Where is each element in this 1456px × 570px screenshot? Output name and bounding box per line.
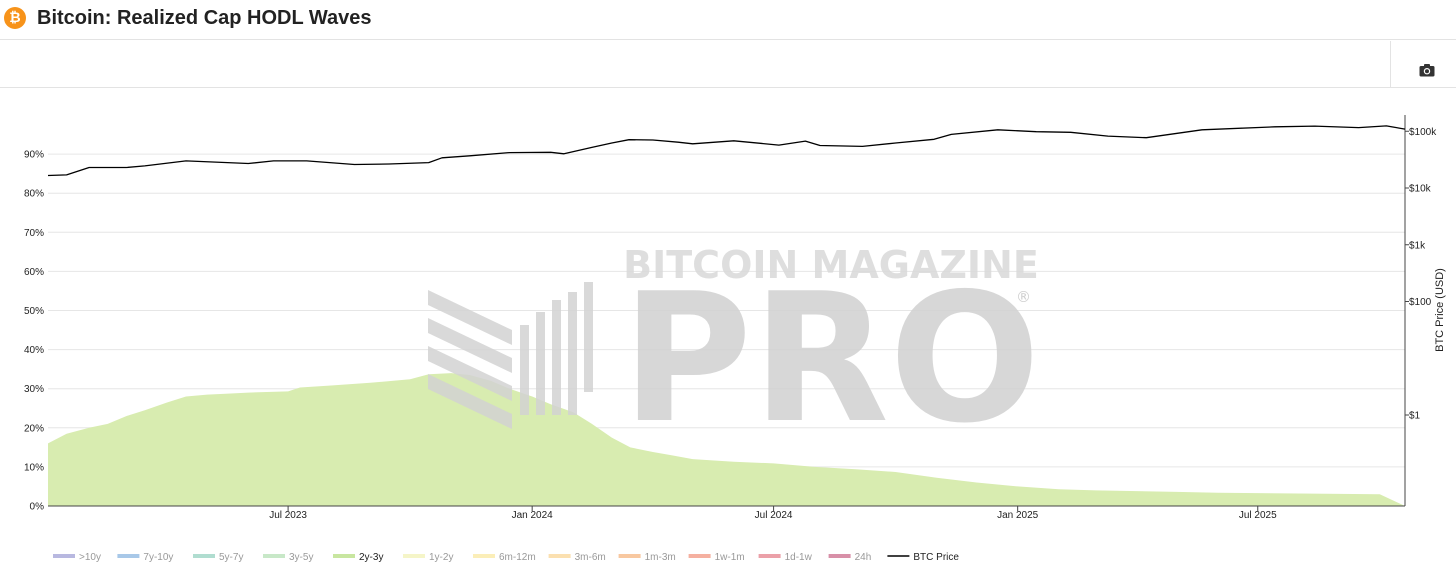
area-layer xyxy=(48,373,1405,506)
legend-label: BTC Price xyxy=(913,552,959,563)
y-tick-label: 30% xyxy=(24,384,44,395)
legend-swatch xyxy=(473,554,495,558)
legend-label: 24h xyxy=(855,552,872,563)
camera-icon[interactable] xyxy=(1419,63,1435,77)
y-right-axis-title: BTC Price (USD) xyxy=(1434,268,1446,352)
legend-swatch xyxy=(548,554,571,558)
y-tick-label: 40% xyxy=(24,345,44,356)
legend-label: 2y-3y xyxy=(359,552,383,563)
line-layer xyxy=(47,125,1406,177)
x-tick-label: Jul 2023 xyxy=(269,510,307,521)
watermark-pro-text: PRO xyxy=(622,255,1041,462)
legend-item[interactable]: 6m-12m xyxy=(473,552,536,563)
legend-item[interactable]: BTC Price xyxy=(887,552,959,563)
y-tick-label: 0% xyxy=(30,502,45,513)
legend-item[interactable]: >10y xyxy=(53,552,101,563)
y-tick-label: 10% xyxy=(24,462,44,473)
legend-swatch xyxy=(828,554,851,558)
x-tick-label: Jan 2025 xyxy=(997,510,1039,521)
y-tick-label: 20% xyxy=(24,423,44,434)
watermark: BITCOIN MAGAZINE PRO ® xyxy=(428,243,1040,462)
y-tick-label: 90% xyxy=(24,150,44,161)
legend-label: 6m-12m xyxy=(499,552,536,563)
legend-swatch xyxy=(758,554,781,558)
legend-item[interactable]: 1w-1m xyxy=(688,552,745,563)
legend-label: 5y-7y xyxy=(219,552,243,563)
chart-legend[interactable]: >10y 7y-10y 5y-7y 3y-5y 2y-3y 1y-2y 6m-12m 3m-6… xyxy=(53,552,959,563)
chart-toolbar xyxy=(0,41,1456,88)
watermark-registered-mark: ® xyxy=(1016,288,1031,306)
legend-label: >10y xyxy=(79,552,101,563)
x-tick-label: Jan 2024 xyxy=(512,510,554,521)
legend-item[interactable]: 5y-7y xyxy=(193,552,243,563)
legend-swatch xyxy=(117,554,140,558)
legend-item[interactable]: 1y-2y xyxy=(403,552,453,563)
legend-item[interactable]: 3y-5y xyxy=(263,552,313,563)
legend-item[interactable]: 7y-10y xyxy=(117,552,173,563)
legend-swatch xyxy=(193,554,215,558)
page-title: Bitcoin: Realized Cap HODL Waves xyxy=(37,7,372,29)
y-tick-label: 60% xyxy=(24,267,44,278)
legend-swatch xyxy=(333,554,355,558)
chart-header: ₿ Bitcoin: Realized Cap HODL Waves xyxy=(0,0,1456,40)
y-right-tick-label: $1 xyxy=(1409,411,1421,422)
legend-label: 3y-5y xyxy=(289,552,313,563)
legend-label: 3m-6m xyxy=(575,552,606,563)
x-tick-label: Jul 2025 xyxy=(1239,510,1277,521)
y-tick-label: 70% xyxy=(24,228,44,239)
legend-item[interactable]: 1m-3m xyxy=(618,552,676,563)
watermark-brand-text: BITCOIN MAGAZINE xyxy=(623,243,1039,287)
y-tick-label: 80% xyxy=(24,189,44,200)
axes: 0% 10% 20% 30% 40% 50% 60% 70% 80% 90% Jul 2023 Jan… xyxy=(24,115,1446,521)
legend-label: 1m-3m xyxy=(645,552,676,563)
x-tick-label: Jul 2024 xyxy=(755,510,793,521)
series-area-2y-3y xyxy=(48,373,1405,506)
y-tick-label: 50% xyxy=(24,306,44,317)
bitcoin-logo-icon: ₿ xyxy=(4,7,26,29)
series-line-btc-price xyxy=(47,125,1406,177)
legend-label: 1d-1w xyxy=(785,552,813,563)
legend-item[interactable]: 24h xyxy=(828,552,872,563)
legend-item[interactable]: 3m-6m xyxy=(548,552,606,563)
y-right-tick-label: $100 xyxy=(1409,297,1432,308)
watermark-logo-icon xyxy=(428,282,593,429)
legend-item[interactable]: 2y-3y xyxy=(333,552,383,563)
legend-label: 1w-1m xyxy=(715,552,745,563)
y-right-tick-label: $1k xyxy=(1409,240,1426,251)
y-right-tick-label: $100k xyxy=(1409,127,1437,138)
legend-swatch xyxy=(403,554,425,558)
y-right-tick-label: $10k xyxy=(1409,184,1432,195)
legend-label: 7y-10y xyxy=(143,552,173,563)
legend-item[interactable]: 1d-1w xyxy=(758,552,813,563)
legend-swatch xyxy=(53,554,75,558)
legend-swatch xyxy=(688,554,711,558)
legend-swatch xyxy=(263,554,285,558)
legend-swatch xyxy=(618,554,641,558)
toolbar-divider xyxy=(1390,41,1391,88)
legend-label: 1y-2y xyxy=(429,552,453,563)
